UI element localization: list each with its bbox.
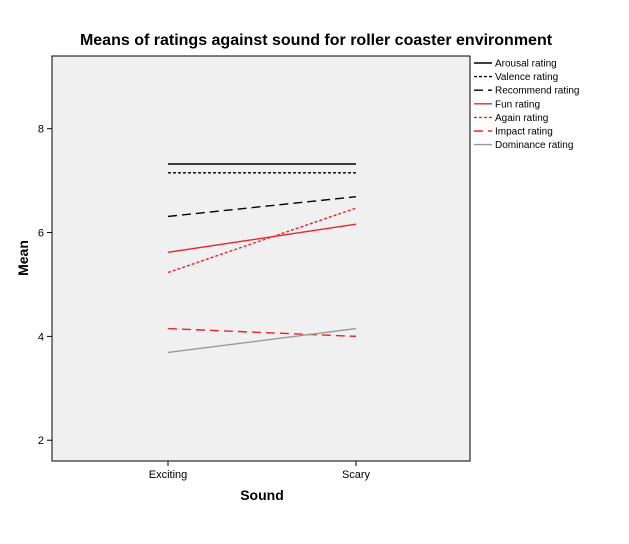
chart-title: Means of ratings against sound for rolle… [80, 32, 553, 49]
legend-entry-label: Valence rating [495, 72, 558, 83]
series-line-fun-rating [167, 223, 357, 253]
y-tick-label: 2 [38, 435, 44, 447]
y-tick-label: 6 [38, 228, 44, 240]
x-tick-label: Scary [342, 469, 371, 481]
y-axis-title: Mean [15, 240, 31, 276]
legend-entry-label: Arousal rating [495, 59, 557, 70]
legend-entry-label: Fun rating [495, 99, 540, 110]
series-line-again-rating [167, 207, 357, 274]
x-axis-title: Sound [240, 487, 284, 503]
series-lines [167, 163, 357, 354]
y-axis: 2 4 6 8 [38, 124, 52, 447]
legend-entry-label: Dominance rating [495, 140, 573, 151]
series-line-impact-rating [167, 327, 357, 338]
y-tick-label: 8 [38, 124, 44, 136]
legend-entry-label: Recommend rating [495, 86, 579, 97]
series-line-recommend-rating [167, 196, 357, 218]
x-tick-label: Exciting [149, 469, 188, 481]
legend-entry-label: Impact rating [495, 127, 553, 138]
plot-area [51, 55, 471, 462]
legend: Arousal rating Valence rating Recommend ra… [474, 59, 579, 151]
x-axis: Exciting Scary [149, 461, 371, 481]
y-tick-label: 4 [38, 331, 44, 343]
series-line-dominance-rating [167, 327, 357, 354]
legend-entry-label: Again rating [495, 113, 548, 124]
